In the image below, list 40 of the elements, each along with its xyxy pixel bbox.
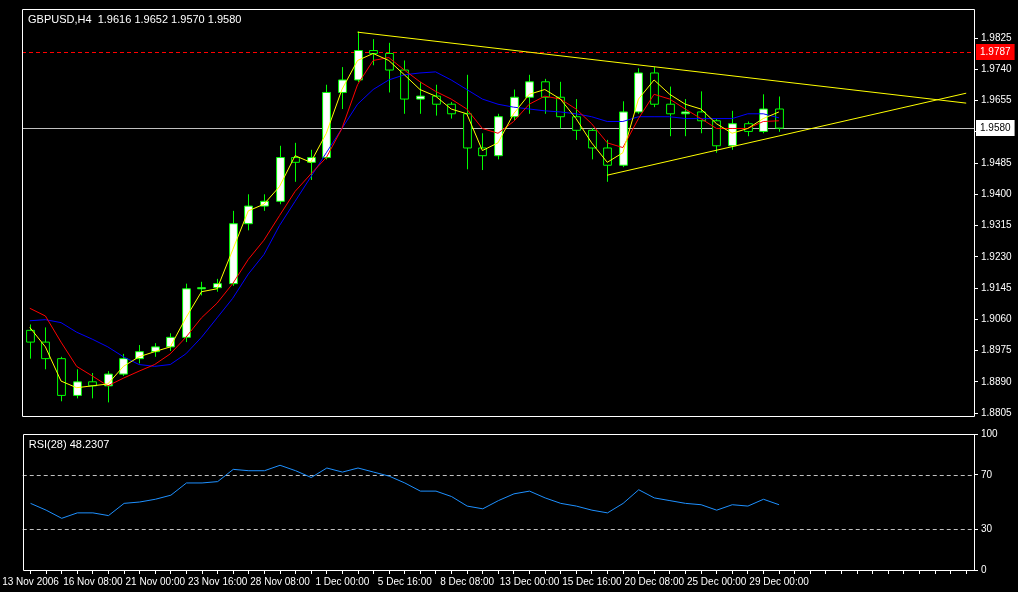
- y-tick-label: 1.8890: [981, 375, 1013, 387]
- ref-line-label: 1.9787: [980, 45, 1012, 57]
- candlestick: [73, 368, 82, 399]
- chart-title: RSI(28) 48.2307: [28, 437, 110, 450]
- x-tick-label: 21 Nov 00:00: [125, 575, 186, 587]
- x-tick-label: 23 Nov 16:00: [187, 575, 248, 587]
- x-tick-label: 20 Dec 08:00: [624, 575, 685, 587]
- y-tick-label: 0: [981, 563, 987, 575]
- y-tick-label: 1.9740: [981, 63, 1013, 75]
- x-tick-label: 15 Dec 16:00: [562, 575, 623, 587]
- x-tick-label: 5 Dec 16:00: [377, 575, 433, 587]
- candlestick: [338, 66, 347, 110]
- x-tick-label: 8 Dec 08:00: [440, 575, 495, 587]
- x-tick-label: 13 Nov 2006: [2, 575, 60, 587]
- y-tick-label: 100: [981, 427, 999, 439]
- y-tick-label: 30: [981, 522, 993, 534]
- y-tick-label: 1.9230: [981, 250, 1013, 262]
- candlestick: [572, 98, 581, 141]
- x-tick-label: 1 Dec 00:00: [315, 575, 370, 587]
- x-tick-label: 13 Dec 00:00: [499, 575, 560, 587]
- x-tick-label: 25 Dec 00:00: [686, 575, 747, 587]
- y-tick-label: 1.8805: [981, 406, 1013, 418]
- candlestick: [291, 142, 300, 183]
- y-tick-label: 1.9145: [981, 281, 1013, 293]
- x-tick-label: 16 Nov 08:00: [63, 575, 124, 587]
- candlestick: [119, 353, 128, 377]
- y-tick-label: 1.9485: [981, 156, 1013, 168]
- y-tick-label: 1.8975: [981, 344, 1013, 356]
- y-tick-label: 1.9060: [981, 313, 1013, 325]
- y-tick-label: 70: [981, 468, 993, 480]
- y-tick-label: 1.9315: [981, 219, 1013, 231]
- ref-line-label: 1.9580: [980, 121, 1012, 133]
- candlestick: [525, 74, 534, 115]
- candlestick: [369, 38, 378, 66]
- chart-title: GBPUSD,H4 1.9616 1.9652 1.9570 1.9580: [28, 12, 242, 25]
- x-tick-label: 29 Dec 00:00: [749, 575, 810, 587]
- y-tick-label: 1.9400: [981, 188, 1013, 200]
- y-tick-label: 1.9655: [981, 94, 1013, 106]
- y-tick-label: 1.9825: [981, 31, 1013, 43]
- x-tick-label: 28 Nov 08:00: [250, 575, 311, 587]
